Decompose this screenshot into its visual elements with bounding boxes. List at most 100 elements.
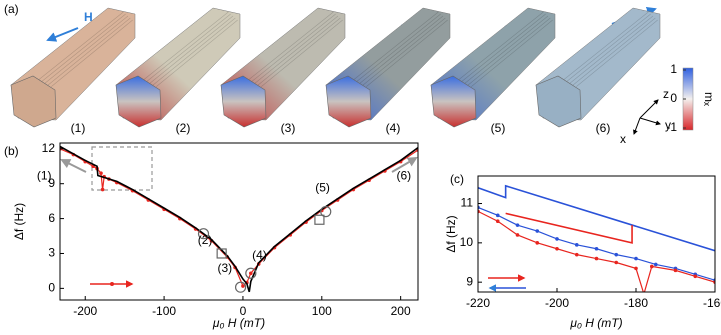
triad-label: y xyxy=(665,118,671,132)
prism-texture xyxy=(250,13,336,83)
y-tick-label: 12 xyxy=(42,141,56,155)
state-arrow xyxy=(60,159,87,173)
prism-texture xyxy=(36,11,124,82)
annotation: (4) xyxy=(252,248,267,262)
triad-axis xyxy=(633,117,641,135)
prism-texture xyxy=(463,15,549,85)
prism-end xyxy=(115,75,162,128)
prism-end xyxy=(10,75,57,128)
state-circle xyxy=(197,228,210,240)
x-tick-label: -200 xyxy=(545,296,569,310)
x-axis-label: μ₀ H (mT) xyxy=(569,316,622,330)
panel-label: (b) xyxy=(4,144,19,158)
prism-texture xyxy=(141,11,229,82)
data-point xyxy=(594,256,599,261)
y-tick-label: 10 xyxy=(460,235,474,249)
y-tick-label: 0 xyxy=(48,281,55,295)
prism-texture xyxy=(246,11,334,82)
data-point xyxy=(515,223,520,227)
prism-end xyxy=(325,75,372,128)
prism-texture xyxy=(460,13,546,83)
field-arrow xyxy=(46,27,79,42)
prism-texture xyxy=(47,17,131,86)
state-circle xyxy=(320,206,332,218)
prism-texture xyxy=(351,11,439,82)
plot-area xyxy=(478,184,715,292)
colorbar-tick-label: -1 xyxy=(666,120,677,134)
data-point xyxy=(634,266,638,271)
data-point xyxy=(495,219,500,224)
field-label: H xyxy=(84,10,93,24)
series-line xyxy=(60,148,418,288)
prism-texture xyxy=(362,17,446,86)
prism-texture xyxy=(467,17,551,86)
data-point xyxy=(594,246,599,251)
y-tick-label: 3 xyxy=(48,246,55,260)
series-line xyxy=(505,212,633,244)
sweep-dot xyxy=(110,282,114,286)
prism-texture xyxy=(152,17,236,86)
x-tick-label: -220 xyxy=(466,296,490,310)
data-point xyxy=(574,243,579,247)
data-point xyxy=(495,213,500,218)
data-point xyxy=(100,187,105,192)
data-point xyxy=(650,264,654,269)
prism-texture xyxy=(565,13,651,83)
data-point xyxy=(673,268,678,273)
y-tick-label: 11 xyxy=(461,196,474,210)
data-point xyxy=(574,252,579,257)
panel-label: (c) xyxy=(450,172,464,186)
panel-label: (a) xyxy=(4,2,19,16)
prism-texture xyxy=(40,13,126,83)
state-square xyxy=(314,214,325,225)
state-circle xyxy=(245,267,257,279)
data-point xyxy=(653,262,658,267)
data-point xyxy=(535,229,540,233)
y-axis-label: Δf (Hz) xyxy=(444,215,458,252)
data-point xyxy=(614,252,619,257)
x-tick-label: -160 xyxy=(703,296,721,310)
data-point xyxy=(555,237,559,241)
prism-texture xyxy=(561,11,649,82)
prism-texture xyxy=(568,15,654,85)
prism-texture xyxy=(358,15,444,85)
annotation: (2) xyxy=(198,233,213,247)
prism-end xyxy=(220,75,267,128)
prism-end xyxy=(430,75,477,128)
series-line xyxy=(60,145,418,293)
triad-axis xyxy=(639,99,659,119)
x-tick-label: 200 xyxy=(391,304,411,318)
plot-frame xyxy=(59,142,419,301)
annotation: (1) xyxy=(37,168,52,182)
snapshot-label: (6) xyxy=(596,121,611,135)
annotation: (3) xyxy=(217,261,232,275)
snapshot-label: (1) xyxy=(71,121,86,135)
prism-texture xyxy=(366,19,448,87)
prism-texture xyxy=(576,19,658,87)
prism-texture xyxy=(253,15,339,85)
prism-texture xyxy=(51,19,133,87)
prism-texture xyxy=(456,11,544,82)
triad-label: z xyxy=(663,87,669,101)
prism-end xyxy=(535,75,582,128)
snapshot-label: (2) xyxy=(176,121,191,135)
data-point xyxy=(614,260,619,265)
data-point xyxy=(515,233,520,237)
data-point xyxy=(241,284,245,288)
state-arrow xyxy=(391,156,418,173)
x-axis-label: μ₀ H (mT) xyxy=(212,316,265,330)
annotation: (6) xyxy=(396,168,411,182)
prism-texture xyxy=(257,17,341,86)
data-point xyxy=(693,274,698,279)
colorbar-tick-label: 0 xyxy=(670,91,677,105)
prism-texture xyxy=(43,15,129,85)
y-tick-label: 6 xyxy=(48,211,55,225)
triad-label: x xyxy=(620,132,626,146)
data-point xyxy=(249,271,253,276)
y-tick-label: 9 xyxy=(466,274,473,288)
x-tick-label: -180 xyxy=(624,296,648,310)
y-tick-label: 9 xyxy=(48,176,55,190)
colorbar-label: mₓ xyxy=(702,92,716,106)
